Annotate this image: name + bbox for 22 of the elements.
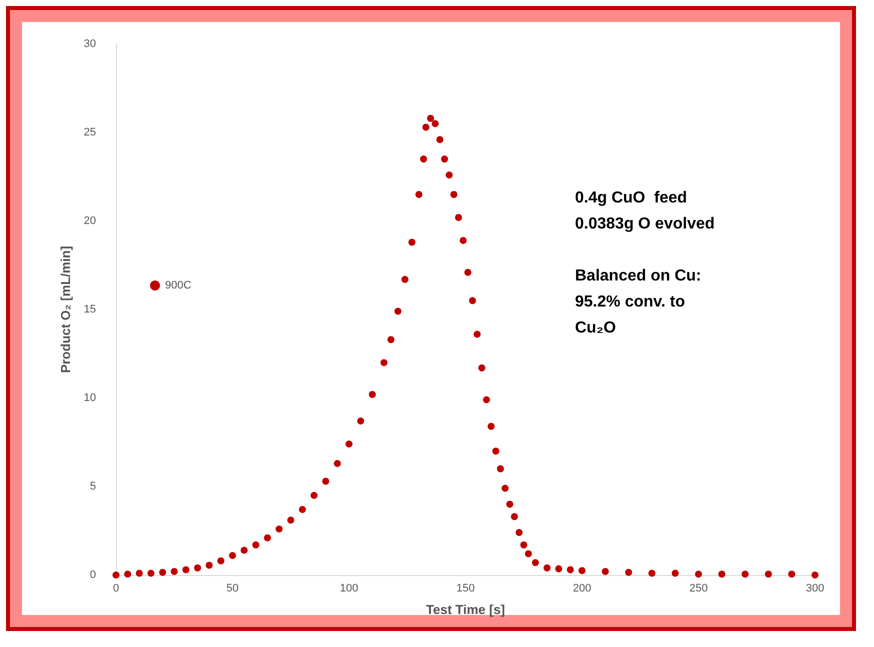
x-tick-label: 0 [112, 582, 120, 594]
y-tick-label: 0 [90, 569, 96, 581]
x-axis-title: Test Time [s] [426, 602, 505, 617]
x-tick-label: 300 [806, 582, 824, 594]
y-tick-label: 30 [84, 38, 96, 50]
x-tick-label: 250 [689, 582, 708, 594]
annotation: Cu₂O [575, 320, 616, 336]
y-tick-label: 15 [84, 304, 96, 316]
annotation: Balanced on Cu: [575, 268, 702, 284]
x-tick-label: 100 [340, 582, 358, 594]
y-tick-label: 10 [84, 392, 96, 404]
y-axis-title: Product O₂ [mL/min] [58, 246, 73, 374]
annotation: 95.2% conv. to [575, 294, 686, 310]
y-tick-label: 5 [90, 480, 96, 492]
annotation: 0.4g CuO feed [575, 190, 688, 206]
annotation: 0.0383g O evolved [575, 216, 715, 232]
legend-label: 900C [165, 280, 192, 292]
x-tick-label: 200 [572, 582, 592, 594]
y-tick-label: 25 [84, 126, 96, 138]
y-tick-label: 20 [84, 215, 96, 227]
x-tick-label: 150 [456, 582, 475, 594]
x-tick-label: 50 [226, 582, 239, 594]
